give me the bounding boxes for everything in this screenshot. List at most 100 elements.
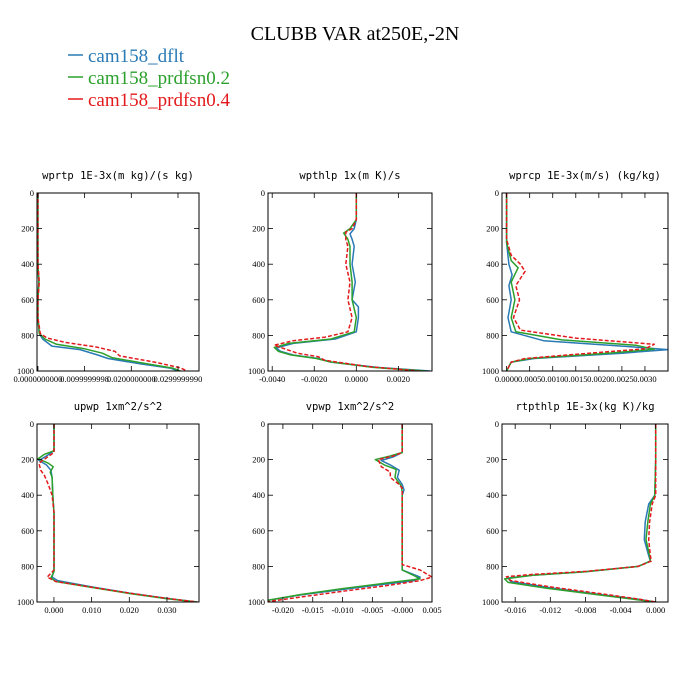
y-tick-label: 400 [252, 490, 265, 500]
series-line-cam158-dflt [268, 424, 421, 601]
y-tick-label: 1000 [248, 366, 265, 376]
panel-1-frame [36, 192, 200, 372]
x-tick-label: 0.000 [44, 605, 63, 615]
x-tick-label: 0.030 [157, 605, 176, 615]
x-tick-label: 0.0020 [587, 374, 610, 384]
y-tick-label: 600 [21, 526, 34, 536]
panel-5-frame [267, 423, 433, 603]
panel-2-frame [267, 192, 433, 372]
x-tick-label: -0.004 [610, 605, 633, 615]
panel-6-series [503, 424, 657, 602]
series-line-cam158-prdfsn0-2 [273, 193, 426, 371]
x-tick-label: 0.0020 [387, 374, 410, 384]
panel-3-frame [501, 192, 669, 372]
panel-6-frame [501, 423, 669, 603]
y-tick-label: 800 [252, 330, 265, 340]
y-tick-label: 800 [21, 330, 34, 340]
series-line-cam158-prdfsn0-2 [37, 193, 181, 371]
y-tick-label: 0 [261, 419, 265, 429]
series-line-cam158-dflt [505, 193, 668, 371]
panel-6: rtpthlp 1E-3x(kg K)/kg02004006008001000-… [482, 401, 669, 615]
x-tick-label: -0.0020 [301, 374, 327, 384]
legend-entry-1: cam158_dflt [68, 46, 185, 67]
y-tick-label: 800 [486, 561, 499, 571]
panel-4: upwp 1xm^2/s^2 0 200 400 600 800 1000 0.000 0.01… [17, 401, 200, 615]
y-tick-label: 1000 [17, 366, 34, 376]
y-tick-label: 1000 [17, 597, 34, 607]
panel-2-series [273, 193, 430, 371]
x-tick-label: 0.000 [646, 605, 665, 615]
panel-3-title: wprcp 1E-3x(m/s) (kg/kg) [509, 170, 661, 182]
panel-1: wprtp 1E-3x(m kg)/(s kg) 0 200 400 600 800 100… [13, 170, 202, 384]
panel-4-series [37, 424, 198, 602]
series-line-cam158-prdfsn0-4 [505, 193, 655, 371]
series-line-cam158-dflt [38, 424, 198, 602]
x-tick-label: -0.008 [574, 605, 596, 615]
series-line-cam158-prdfsn0-2 [268, 424, 421, 601]
x-tick-label: 0.020 [120, 605, 139, 615]
y-tick-label: 1000 [482, 366, 499, 376]
x-tick-label: -0.005 [361, 605, 383, 615]
y-tick-label: 600 [252, 526, 265, 536]
y-tick-label: 200 [486, 455, 499, 465]
y-tick-label: 200 [21, 224, 34, 234]
x-tick-label: 0.0299999990 [154, 374, 203, 384]
panel-5-series [268, 424, 432, 602]
y-tick-label: 400 [486, 490, 499, 500]
panel-5-title: vpwp 1xm^2/s^2 [306, 401, 395, 413]
y-tick-label: 400 [252, 259, 265, 269]
panel-3-series [505, 193, 668, 371]
y-tick-label: 200 [252, 224, 265, 234]
x-tick-label: 0.0025 [610, 374, 633, 384]
x-tick-label: 0.0030 [633, 374, 656, 384]
y-tick-label: 1000 [482, 597, 499, 607]
x-tick-label: -0.000 [391, 605, 413, 615]
y-tick-label: 600 [486, 295, 499, 305]
x-tick-label: 0.0000000000 [13, 374, 62, 384]
panel-4-title: upwp 1xm^2/s^2 [74, 401, 163, 413]
x-tick-label: 0.0015 [564, 374, 587, 384]
legend-label-2: cam158_prdfsn0.2 [88, 68, 230, 89]
x-tick-label: -0.012 [539, 605, 561, 615]
x-tick-label: -0.0040 [259, 374, 285, 384]
panel-3: wprcp 1E-3x(m/s) (kg/kg) 0 200 400 600 800 100… [482, 170, 669, 384]
y-tick-label: 200 [486, 224, 499, 234]
panel-1-series [37, 193, 188, 371]
legend-label-1: cam158_dflt [88, 46, 185, 67]
panel-grid: wprtp 1E-3x(m kg)/(s kg) 0 200 400 600 800 100… [13, 170, 669, 615]
legend-entry-3: cam158_prdfsn0.4 [68, 90, 230, 111]
panel-4-frame [36, 423, 200, 603]
legend: cam158_dflt cam158_prdfsn0.2 cam158_prdf… [68, 46, 230, 111]
figure-title: CLUBB VAR at250E,-2N [251, 23, 460, 45]
x-tick-label: -0.016 [504, 605, 526, 615]
y-tick-label: 0 [495, 188, 499, 198]
y-tick-label: 400 [486, 259, 499, 269]
y-tick-label: 600 [252, 295, 265, 305]
series-line-cam158-prdfsn0-4 [37, 193, 188, 371]
y-tick-label: 400 [21, 259, 34, 269]
y-tick-label: 0 [261, 188, 265, 198]
y-tick-label: 0 [495, 419, 499, 429]
series-line-cam158-prdfsn0-4 [505, 424, 657, 602]
series-line-cam158-prdfsn0-4 [38, 424, 198, 602]
y-tick-label: 600 [21, 295, 34, 305]
y-tick-label: 200 [252, 455, 265, 465]
y-tick-label: 800 [252, 561, 265, 571]
legend-entry-2: cam158_prdfsn0.2 [68, 68, 230, 89]
x-tick-label: 0.010 [82, 605, 101, 615]
x-tick-label: 0.0000 [345, 374, 368, 384]
y-tick-label: 800 [486, 330, 499, 340]
y-tick-label: 800 [21, 561, 34, 571]
panel-6-title: rtpthlp 1E-3x(kg K)/kg [515, 401, 654, 413]
series-line-cam158-prdfsn0-2 [503, 424, 657, 602]
x-tick-label: -0.010 [332, 605, 354, 615]
x-tick-label: -0.020 [272, 605, 294, 615]
legend-label-3: cam158_prdfsn0.4 [88, 90, 230, 111]
series-line-cam158-prdfsn0-4 [268, 424, 432, 602]
panel-2: wpthlp 1x(m K)/s 0 200 400 600 800 1000-0.0040… [248, 170, 433, 384]
y-tick-label: 1000 [248, 597, 265, 607]
x-tick-label: 0.0000 [495, 374, 518, 384]
y-tick-label: 0 [30, 188, 34, 198]
x-tick-label: 0.0099999998 [60, 374, 109, 384]
